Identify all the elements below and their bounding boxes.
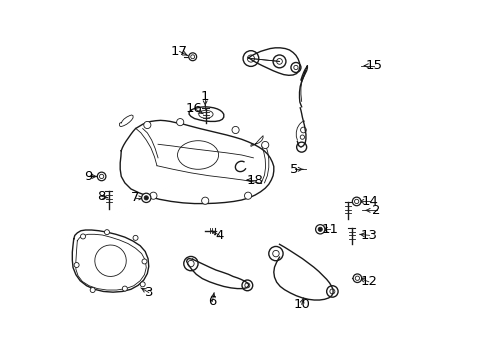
- Circle shape: [122, 286, 127, 291]
- Text: 9: 9: [83, 170, 92, 183]
- Circle shape: [315, 225, 324, 234]
- Circle shape: [144, 196, 148, 200]
- Circle shape: [104, 230, 109, 235]
- Circle shape: [188, 53, 196, 61]
- Text: 5: 5: [290, 163, 298, 176]
- Circle shape: [133, 235, 138, 240]
- Text: 11: 11: [321, 223, 338, 236]
- Circle shape: [97, 172, 106, 181]
- Circle shape: [140, 282, 145, 287]
- Circle shape: [261, 141, 268, 149]
- Text: 4: 4: [215, 229, 223, 242]
- Text: 16: 16: [185, 102, 203, 115]
- Text: 14: 14: [360, 195, 377, 208]
- Text: 1: 1: [201, 90, 209, 103]
- Circle shape: [81, 234, 85, 239]
- Circle shape: [142, 193, 151, 203]
- Text: 3: 3: [144, 286, 153, 299]
- Circle shape: [318, 227, 322, 231]
- Text: 8: 8: [97, 190, 105, 203]
- Text: 10: 10: [293, 298, 309, 311]
- Circle shape: [352, 274, 361, 283]
- Circle shape: [201, 197, 208, 204]
- Circle shape: [74, 262, 79, 267]
- Circle shape: [352, 197, 360, 206]
- Text: 17: 17: [171, 45, 187, 58]
- Circle shape: [176, 118, 183, 126]
- Circle shape: [90, 288, 95, 293]
- Circle shape: [142, 259, 147, 264]
- Text: 13: 13: [360, 229, 377, 242]
- Text: 2: 2: [372, 204, 380, 217]
- Text: 18: 18: [245, 174, 263, 186]
- Text: 15: 15: [365, 59, 382, 72]
- Text: 12: 12: [360, 275, 377, 288]
- Text: 7: 7: [131, 192, 140, 204]
- Circle shape: [244, 192, 251, 199]
- Text: 6: 6: [208, 295, 216, 308]
- Circle shape: [149, 192, 157, 199]
- Circle shape: [143, 121, 151, 129]
- Circle shape: [231, 126, 239, 134]
